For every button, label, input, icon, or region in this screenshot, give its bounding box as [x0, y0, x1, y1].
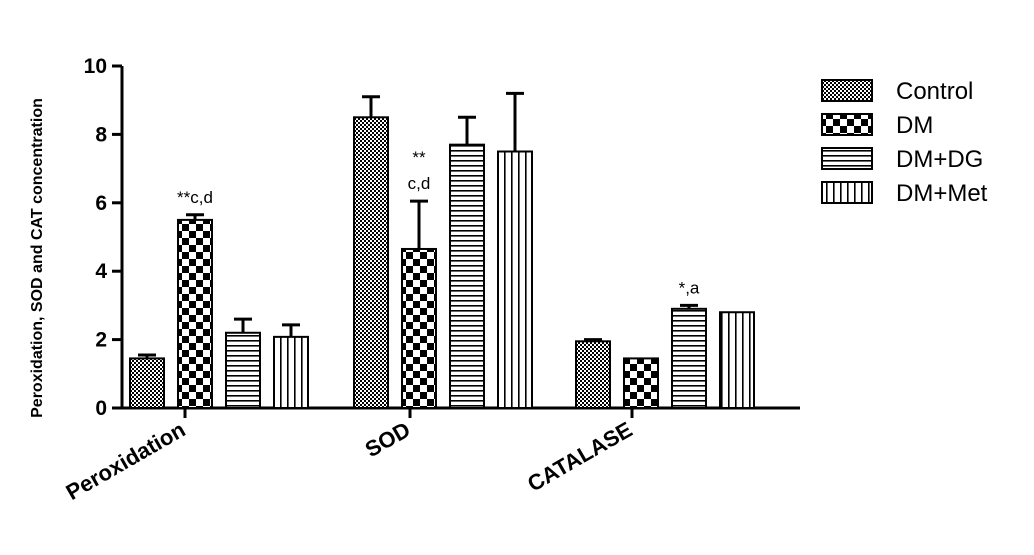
- category-label: CATALASE: [523, 417, 636, 497]
- category-labels: Peroxidation SOD CATALASE: [62, 408, 637, 505]
- y-tick-label: 4: [95, 260, 107, 283]
- significance-annotation: c,d: [408, 174, 431, 193]
- y-tick-label: 10: [84, 55, 107, 78]
- significance-annotation: **c,d: [177, 188, 213, 207]
- legend-label: DM+DG: [896, 146, 983, 173]
- y-tick-label: 6: [95, 192, 107, 215]
- category-label: SOD: [361, 417, 415, 462]
- bar-dm-sod: [401, 247, 437, 409]
- bar-dm-met-peroxidation: [273, 335, 309, 410]
- bar-dm-peroxidation: [177, 218, 213, 409]
- legend-swatch: [821, 113, 873, 136]
- bar-dm-dg-catalase: [671, 307, 707, 410]
- bar-dm-met-catalase: [719, 311, 755, 409]
- legend-label: DM+Met: [896, 180, 988, 207]
- legend-label: DM: [896, 112, 933, 139]
- bar-control-catalase: [575, 340, 611, 409]
- y-axis-ticks: 0 2 4 6 8 10: [84, 55, 122, 420]
- significance-annotation: *,a: [679, 278, 700, 297]
- bar-dm-catalase: [623, 357, 659, 410]
- category-label: Peroxidation: [62, 417, 190, 505]
- legend-label: Control: [896, 78, 973, 105]
- annotations-group: **c,d**c,d*,a: [177, 148, 700, 297]
- bar-dm-met-sod: [497, 150, 533, 409]
- bar-control-peroxidation: [129, 357, 165, 410]
- legend: Control DM DM+DG DM+Met: [821, 78, 988, 207]
- bar-dm-dg-sod: [449, 143, 485, 409]
- significance-annotation: **: [412, 148, 426, 167]
- legend-swatch: [821, 181, 873, 204]
- y-tick-label: 2: [95, 329, 107, 352]
- bar-control-sod: [353, 116, 389, 410]
- bars-group: [129, 91, 755, 410]
- bar-dm-dg-peroxidation: [225, 331, 261, 410]
- y-tick-label: 0: [95, 397, 107, 420]
- y-tick-label: 8: [95, 123, 107, 146]
- legend-swatch: [821, 147, 873, 170]
- y-axis-title: Peroxidation, SOD and CAT concentration: [29, 98, 46, 418]
- legend-swatch: [821, 79, 873, 102]
